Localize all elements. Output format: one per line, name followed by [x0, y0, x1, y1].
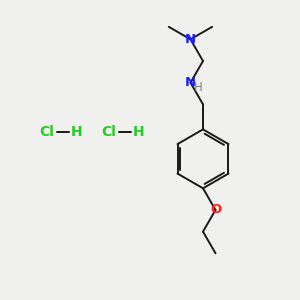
Text: H: H — [132, 125, 144, 139]
Text: O: O — [210, 203, 221, 217]
Text: H: H — [194, 81, 203, 94]
Text: Cl: Cl — [101, 125, 116, 139]
Text: Cl: Cl — [40, 125, 54, 139]
Text: N: N — [185, 76, 196, 89]
Text: H: H — [70, 125, 82, 139]
Text: N: N — [185, 33, 196, 46]
